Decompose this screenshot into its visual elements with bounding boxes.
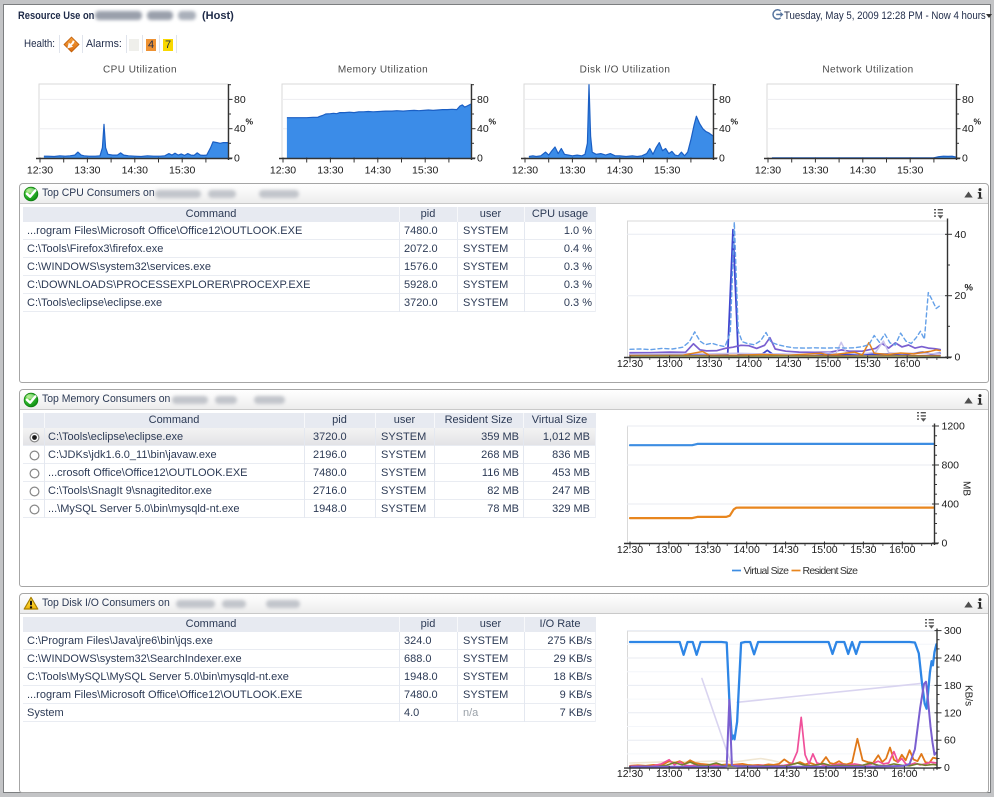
svg-text:15:30: 15:30 <box>654 165 680 177</box>
svg-text:0: 0 <box>944 762 950 774</box>
svg-text:180: 180 <box>944 680 962 692</box>
svg-text:Virtual Size: Virtual Size <box>744 565 790 577</box>
svg-text:14:30: 14:30 <box>772 544 798 556</box>
svg-text:13:30: 13:30 <box>695 768 721 780</box>
svg-text:80: 80 <box>962 94 974 106</box>
svg-text:14:00: 14:00 <box>736 358 762 370</box>
svg-text:%: % <box>965 283 974 294</box>
svg-text:13:30: 13:30 <box>695 544 721 556</box>
svg-text:15:30: 15:30 <box>850 544 876 556</box>
svg-text:CPU Utilization: CPU Utilization <box>103 65 177 76</box>
svg-text:14:00: 14:00 <box>734 768 760 780</box>
svg-text:%: % <box>246 117 254 127</box>
svg-text:16:00: 16:00 <box>889 544 915 556</box>
svg-text:20: 20 <box>955 290 967 302</box>
svg-text:400: 400 <box>942 499 960 511</box>
svg-text:%: % <box>731 117 739 127</box>
svg-text:Resident Size: Resident Size <box>803 565 859 577</box>
svg-text:120: 120 <box>944 707 962 719</box>
svg-text:80: 80 <box>719 94 731 106</box>
svg-text:40: 40 <box>955 229 967 241</box>
svg-text:80: 80 <box>234 94 246 106</box>
svg-text:60: 60 <box>944 735 956 747</box>
svg-text:13:00: 13:00 <box>656 358 682 370</box>
svg-text:15:30: 15:30 <box>169 165 195 177</box>
svg-text:16:00: 16:00 <box>891 768 917 780</box>
svg-text:13:30: 13:30 <box>802 165 828 177</box>
svg-text:16:00: 16:00 <box>894 358 920 370</box>
svg-text:%: % <box>489 117 497 127</box>
svg-text:15:30: 15:30 <box>412 165 438 177</box>
svg-text:Network Utilization: Network Utilization <box>822 65 913 76</box>
svg-text:Memory Utilization: Memory Utilization <box>338 65 428 76</box>
svg-text:15:00: 15:00 <box>811 544 837 556</box>
svg-text:15:30: 15:30 <box>854 358 880 370</box>
svg-text:13:30: 13:30 <box>317 165 343 177</box>
svg-text:13:30: 13:30 <box>559 165 585 177</box>
svg-text:0: 0 <box>234 153 240 165</box>
svg-text:0: 0 <box>962 153 968 165</box>
svg-text:MB: MB <box>961 481 972 496</box>
svg-text:40: 40 <box>719 123 731 135</box>
svg-text:80: 80 <box>477 94 489 106</box>
svg-text:240: 240 <box>944 653 962 665</box>
svg-text:14:30: 14:30 <box>775 358 801 370</box>
svg-text:800: 800 <box>942 460 960 472</box>
svg-text:13:30: 13:30 <box>696 358 722 370</box>
svg-text:13:00: 13:00 <box>656 768 682 780</box>
svg-text:300: 300 <box>944 625 962 637</box>
svg-text:40: 40 <box>477 123 489 135</box>
svg-text:13:00: 13:00 <box>656 544 682 556</box>
svg-text:%: % <box>974 117 982 127</box>
svg-text:40: 40 <box>234 123 246 135</box>
svg-text:15:00: 15:00 <box>813 768 839 780</box>
svg-text:12:30: 12:30 <box>512 165 538 177</box>
svg-text:0: 0 <box>942 538 948 550</box>
svg-text:14:30: 14:30 <box>365 165 391 177</box>
svg-text:Disk I/O Utilization: Disk I/O Utilization <box>580 65 671 76</box>
svg-text:0: 0 <box>955 352 961 364</box>
svg-text:14:30: 14:30 <box>607 165 633 177</box>
svg-text:15:00: 15:00 <box>815 358 841 370</box>
svg-text:14:30: 14:30 <box>774 768 800 780</box>
svg-text:12:30: 12:30 <box>270 165 296 177</box>
svg-text:12:30: 12:30 <box>617 358 643 370</box>
svg-text:15:30: 15:30 <box>852 768 878 780</box>
svg-text:13:30: 13:30 <box>74 165 100 177</box>
svg-text:40: 40 <box>962 123 974 135</box>
svg-text:0: 0 <box>477 153 483 165</box>
svg-text:12:30: 12:30 <box>617 768 643 780</box>
svg-text:1200: 1200 <box>942 421 966 433</box>
svg-text:0: 0 <box>719 153 725 165</box>
svg-text:15:30: 15:30 <box>897 165 923 177</box>
svg-text:12:30: 12:30 <box>617 544 643 556</box>
svg-text:14:00: 14:00 <box>734 544 760 556</box>
svg-text:12:30: 12:30 <box>755 165 781 177</box>
svg-text:12:30: 12:30 <box>27 165 53 177</box>
svg-text:14:30: 14:30 <box>122 165 148 177</box>
svg-text:14:30: 14:30 <box>850 165 876 177</box>
svg-text:KB/s: KB/s <box>963 685 974 706</box>
